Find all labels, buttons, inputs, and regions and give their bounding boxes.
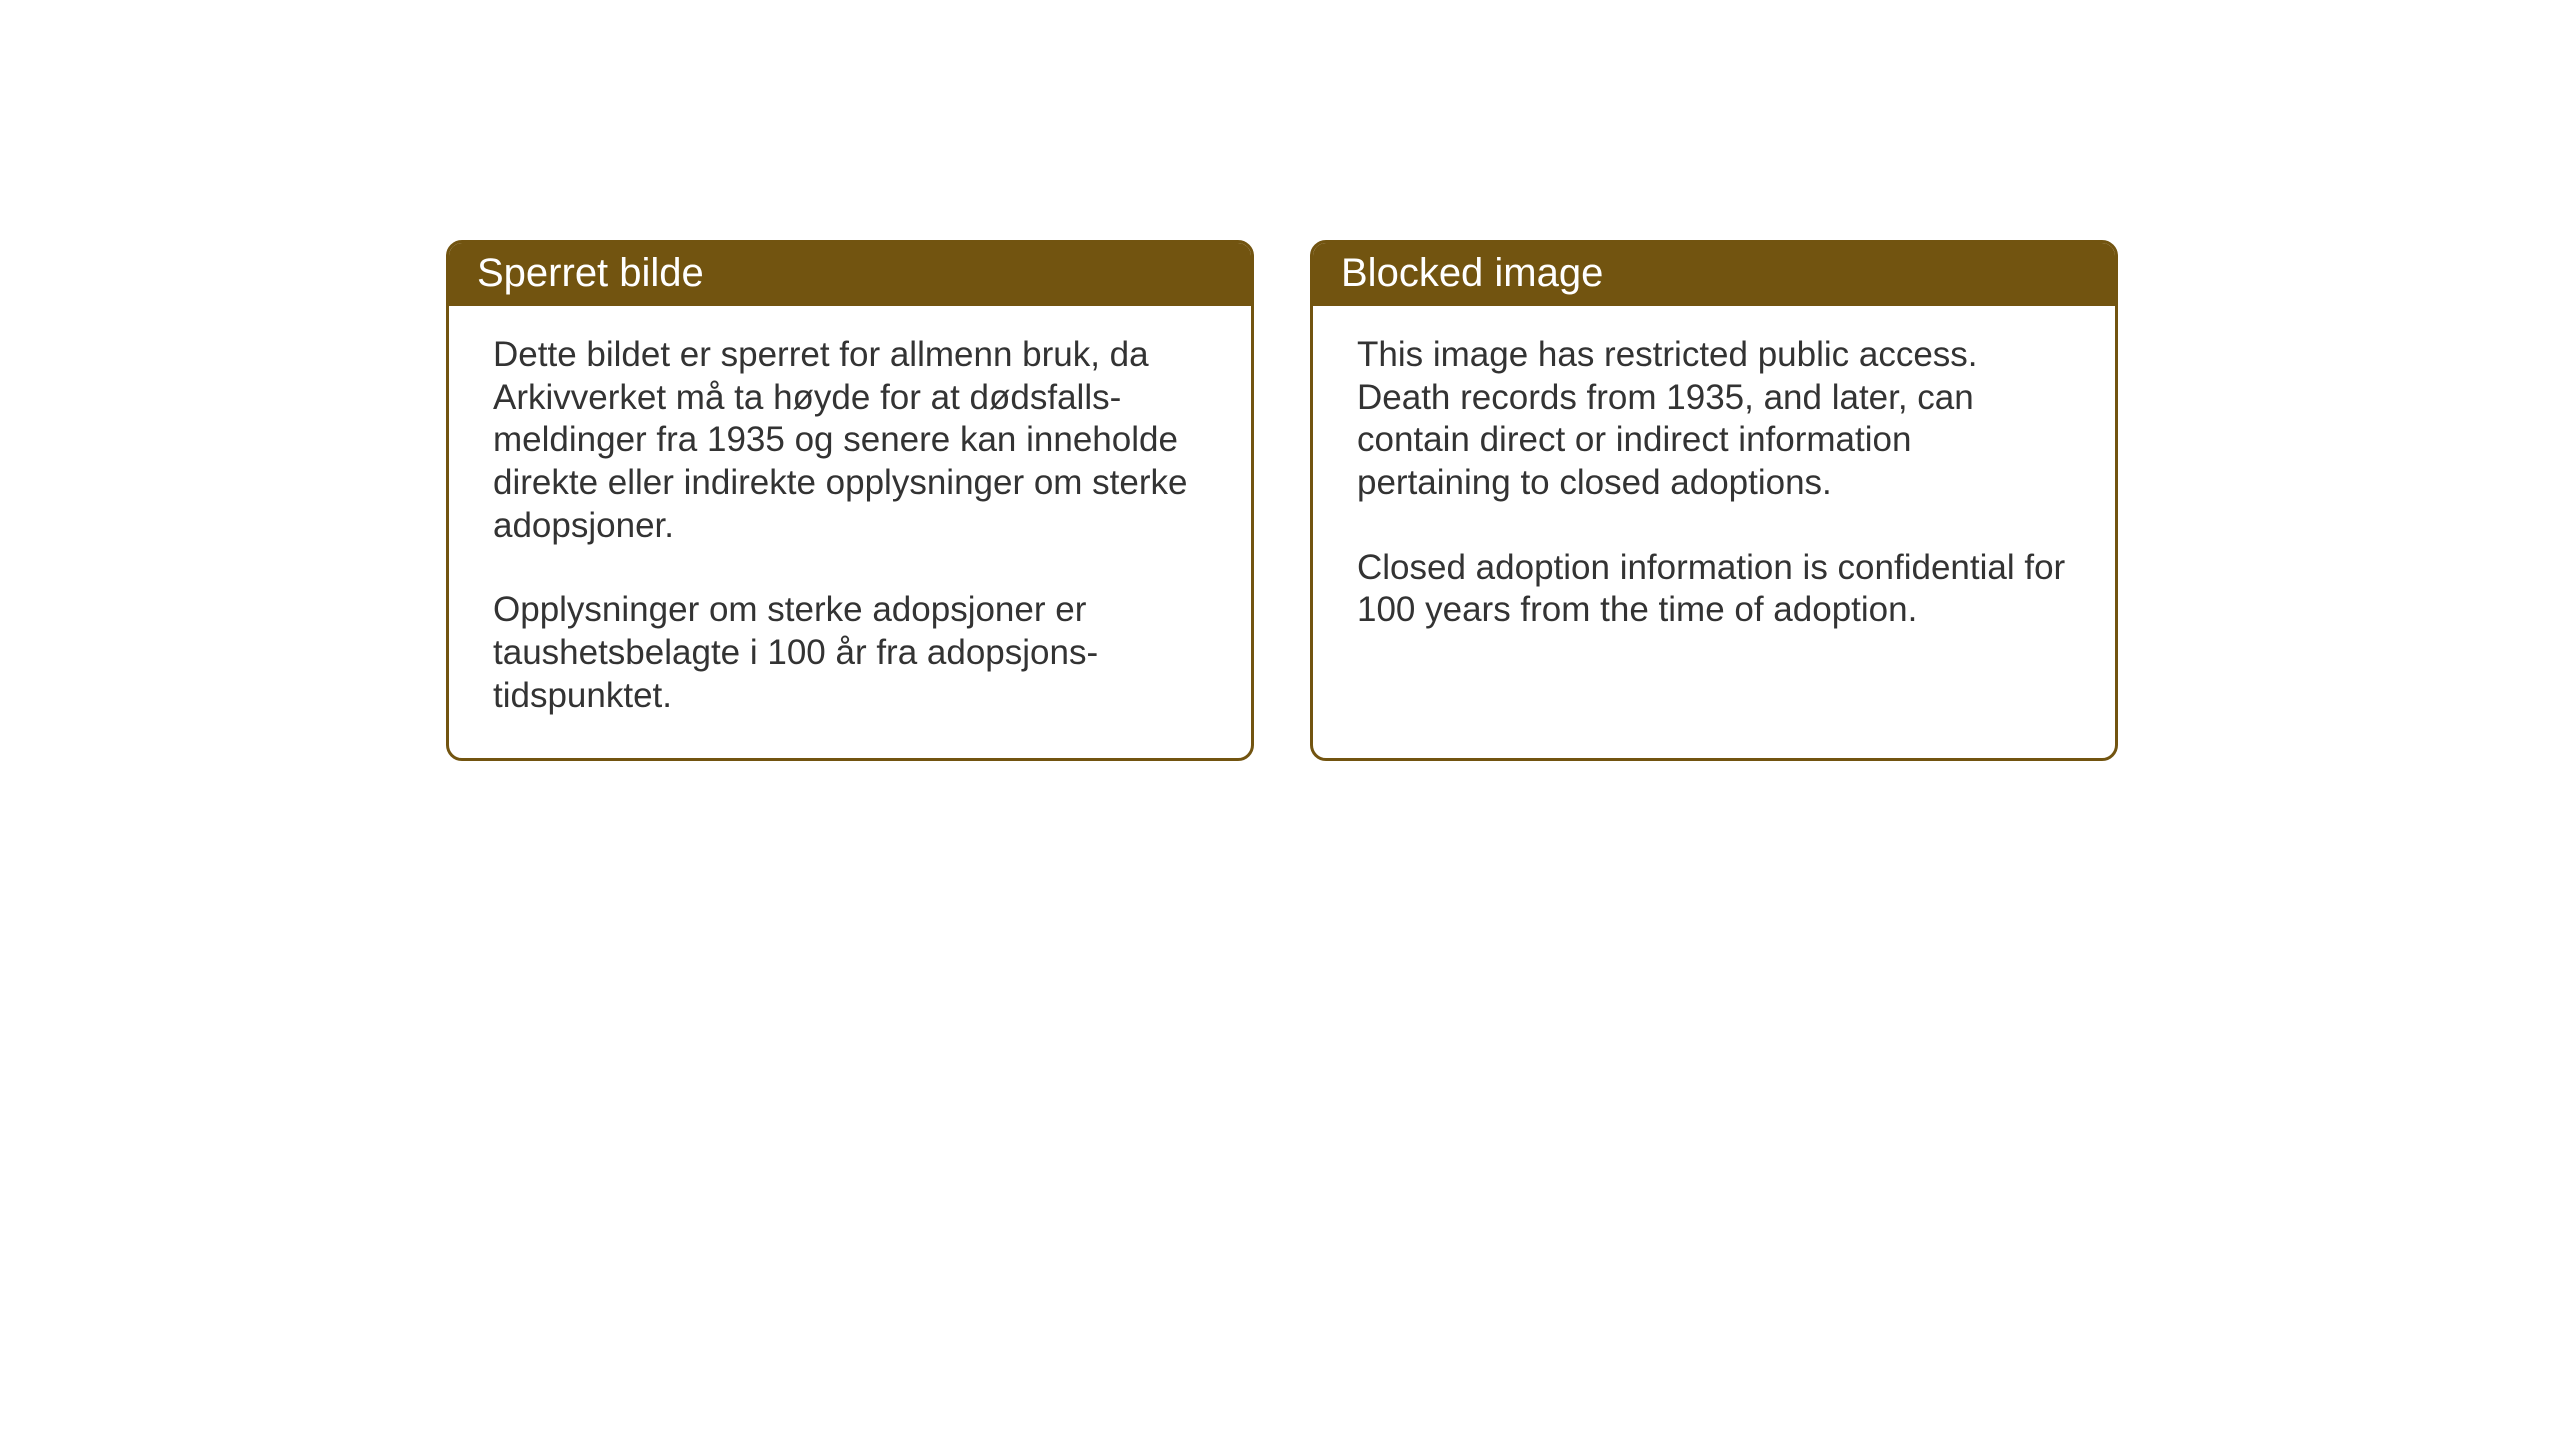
notice-container: Sperret bilde Dette bildet er sperret fo… bbox=[446, 240, 2118, 761]
notice-panel-english: Blocked image This image has restricted … bbox=[1310, 240, 2118, 761]
notice-panel-norwegian: Sperret bilde Dette bildet er sperret fo… bbox=[446, 240, 1254, 761]
paragraph-2-norwegian: Opplysninger om sterke adopsjoner er tau… bbox=[493, 589, 1207, 717]
paragraph-1-norwegian: Dette bildet er sperret for allmenn bruk… bbox=[493, 334, 1207, 547]
panel-body-norwegian: Dette bildet er sperret for allmenn bruk… bbox=[449, 306, 1251, 758]
panel-title-norwegian: Sperret bilde bbox=[449, 243, 1251, 306]
panel-title-english: Blocked image bbox=[1313, 243, 2115, 306]
panel-body-english: This image has restricted public access.… bbox=[1313, 306, 2115, 742]
paragraph-1-english: This image has restricted public access.… bbox=[1357, 334, 2071, 505]
paragraph-2-english: Closed adoption information is confident… bbox=[1357, 547, 2071, 632]
